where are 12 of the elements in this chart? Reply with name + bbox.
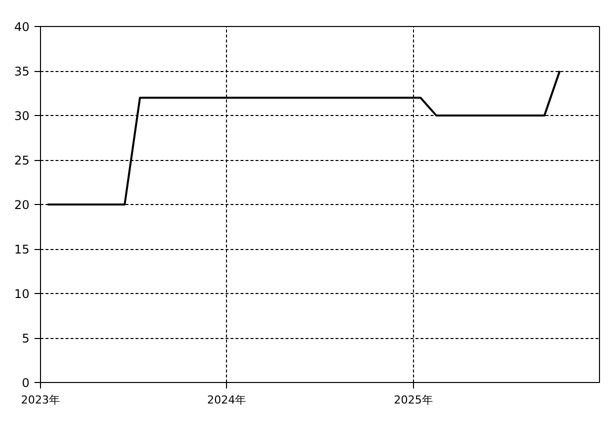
y-tick-label: 40 <box>14 20 30 34</box>
x-tick-label: 2024年 <box>207 394 246 406</box>
y-tick-label: 35 <box>14 64 30 78</box>
y-tick-label: 15 <box>14 242 30 256</box>
y-tick-label: 20 <box>14 198 30 212</box>
y-tick-label: 10 <box>14 287 30 301</box>
x-tick-label: 2023年 <box>21 394 60 406</box>
y-tick-label: 5 <box>22 332 30 346</box>
x-tick-label: 2025年 <box>394 394 433 406</box>
y-tick-label: 25 <box>14 154 30 168</box>
y-tick-label: 30 <box>14 109 30 123</box>
y-tick-label: 0 <box>22 376 30 390</box>
